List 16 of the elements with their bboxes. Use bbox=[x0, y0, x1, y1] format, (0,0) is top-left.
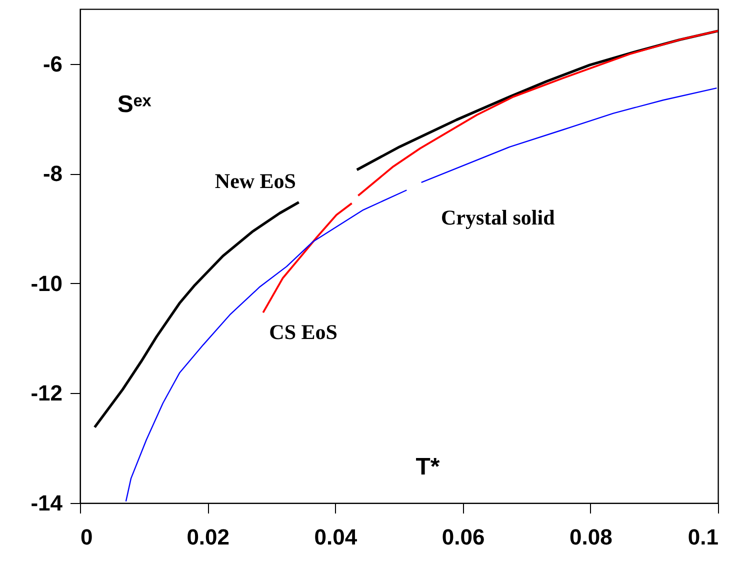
series-label: New EoS bbox=[214, 168, 296, 193]
y-tick-label: -12 bbox=[30, 380, 62, 406]
y-tick-label: -14 bbox=[30, 490, 64, 516]
x-tick-label: 0.02 bbox=[186, 524, 230, 550]
x-tick-label: 0.06 bbox=[442, 524, 485, 550]
y-tick-label: -10 bbox=[30, 270, 62, 296]
y-axis-title: Sᵉˣ bbox=[117, 91, 152, 118]
series-label: CS EoS bbox=[269, 320, 338, 344]
x-axis-title: T* bbox=[416, 453, 440, 480]
y-tick-label: -8 bbox=[42, 161, 62, 186]
x-tick-label: 0.04 bbox=[314, 524, 358, 550]
x-tick-label: 0.08 bbox=[569, 524, 612, 550]
x-tick-label: 0.1 bbox=[688, 524, 718, 550]
y-tick-label: -6 bbox=[42, 51, 62, 76]
series-label: Crystal solid bbox=[441, 206, 556, 230]
x-tick-label: 0 bbox=[80, 524, 93, 550]
